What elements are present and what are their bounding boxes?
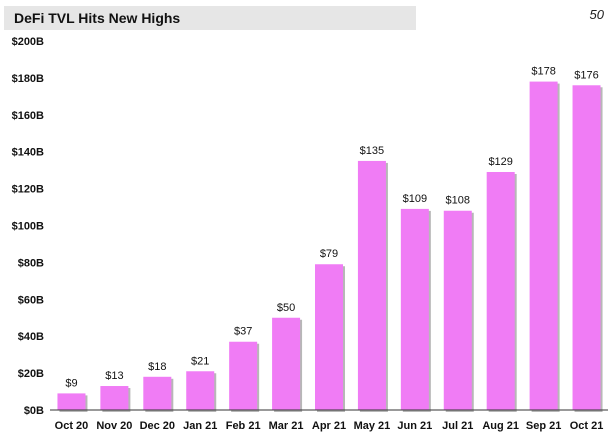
x-tick-label: Sep 21 bbox=[526, 420, 561, 432]
data-label: $13 bbox=[105, 370, 123, 382]
bar bbox=[315, 264, 343, 410]
data-label: $79 bbox=[320, 248, 338, 260]
y-tick-label: $180B bbox=[12, 73, 44, 85]
x-tick-label: Apr 21 bbox=[312, 420, 346, 432]
y-tick-label: $100B bbox=[12, 221, 44, 233]
data-label: $176 bbox=[574, 69, 598, 81]
x-tick-label: Dec 20 bbox=[140, 420, 175, 432]
bar bbox=[400, 208, 429, 410]
x-tick-label: Jan 21 bbox=[183, 420, 217, 432]
bar bbox=[100, 386, 129, 410]
x-tick-label: Oct 20 bbox=[55, 420, 89, 432]
y-tick-label: $20B bbox=[18, 368, 44, 380]
x-tick-label: Oct 21 bbox=[570, 420, 604, 432]
y-tick-label: $0B bbox=[24, 405, 44, 417]
x-tick-label: Mar 21 bbox=[269, 420, 304, 432]
x-tick-label: Aug 21 bbox=[482, 420, 519, 432]
bar bbox=[486, 171, 515, 410]
data-label: $129 bbox=[488, 156, 512, 168]
bar bbox=[186, 371, 215, 410]
x-tick-label: Feb 21 bbox=[226, 420, 261, 432]
bar bbox=[229, 341, 258, 410]
y-tick-label: $160B bbox=[12, 110, 44, 122]
title-bar: DeFi TVL Hits New Highs bbox=[4, 6, 416, 30]
data-label: $108 bbox=[446, 195, 470, 207]
x-tick-label: Jun 21 bbox=[397, 420, 432, 432]
bar bbox=[572, 85, 601, 410]
data-label: $109 bbox=[403, 193, 427, 205]
data-label: $50 bbox=[277, 302, 295, 314]
bar bbox=[529, 81, 558, 410]
data-label: $18 bbox=[148, 361, 166, 373]
bar bbox=[57, 393, 86, 410]
page-number: 50 bbox=[589, 7, 604, 22]
bar bbox=[357, 160, 386, 410]
x-tick-label: Nov 20 bbox=[96, 420, 132, 432]
y-tick-label: $140B bbox=[12, 147, 44, 159]
x-tick-label: Jul 21 bbox=[442, 420, 473, 432]
y-tick-label: $80B bbox=[18, 257, 44, 269]
data-label: $135 bbox=[360, 145, 384, 157]
y-tick-label: $60B bbox=[18, 294, 44, 306]
data-label: $21 bbox=[191, 355, 209, 367]
data-label: $9 bbox=[65, 377, 77, 389]
chart-title: DeFi TVL Hits New Highs bbox=[14, 10, 181, 26]
bar bbox=[272, 317, 301, 410]
data-label: $178 bbox=[531, 66, 555, 78]
data-label: $37 bbox=[234, 326, 252, 338]
x-tick-label: May 21 bbox=[354, 420, 391, 432]
y-tick-label: $200B bbox=[12, 36, 44, 48]
y-tick-label: $120B bbox=[12, 184, 44, 196]
bar bbox=[443, 210, 472, 410]
bar bbox=[143, 376, 172, 410]
y-tick-label: $40B bbox=[18, 331, 44, 343]
